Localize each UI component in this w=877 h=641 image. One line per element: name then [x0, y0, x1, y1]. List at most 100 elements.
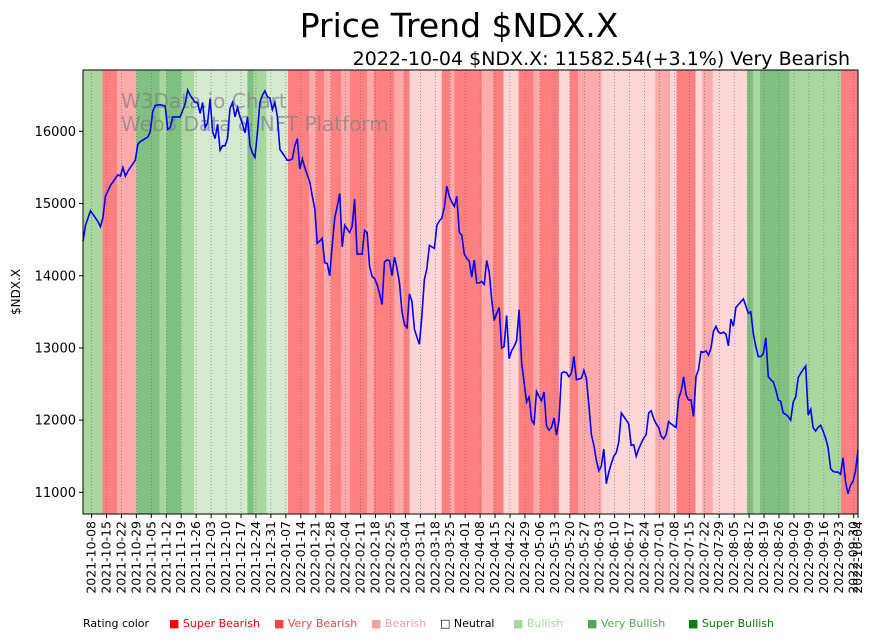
x-tick-label: 2021-12-17 — [233, 521, 248, 594]
legend-very-bullish: ■ Very Bullish — [587, 617, 666, 630]
legend-neutral-text: Neutral — [453, 617, 495, 630]
x-tick-label: 2022-05-27 — [577, 521, 592, 594]
x-tick-label: 2022-06-03 — [592, 521, 607, 594]
x-tick-label: 2022-02-18 — [367, 521, 382, 594]
x-tick-label: 2022-04-29 — [517, 521, 532, 594]
x-tick-label: 2022-10-04 — [850, 521, 865, 594]
legend-bullish-text: Bullish — [526, 617, 564, 630]
x-tick-label: 2022-09-09 — [801, 521, 816, 594]
x-tick-label: 2022-03-18 — [427, 521, 442, 594]
x-tick-label: 2022-02-25 — [382, 521, 397, 594]
rating-band-38 — [676, 70, 696, 514]
x-tick-label: 2022-09-30 — [846, 521, 861, 594]
rating-band-25 — [454, 70, 483, 514]
x-tick-label: 2021-10-08 — [84, 521, 99, 594]
y-axis-label: $NDX.X — [9, 269, 23, 315]
rating-band-7 — [194, 70, 248, 514]
legend-super-bearish-text: Super Bearish — [182, 617, 260, 630]
x-tick-label: 2021-12-03 — [203, 521, 218, 594]
legend-neutral: □ Neutral — [440, 617, 495, 630]
x-tick-label: 2022-02-04 — [338, 521, 353, 594]
y-tick-label: 13000 — [35, 341, 76, 356]
x-tick-label: 2021-12-24 — [248, 521, 263, 594]
rating-band-8 — [247, 70, 254, 514]
rating-band-5 — [166, 70, 182, 514]
plot-frame — [82, 69, 859, 515]
legend-bearish: ■ Bearish — [371, 617, 427, 630]
rating-band-21 — [403, 70, 410, 514]
x-tick-label: 2022-06-10 — [607, 521, 622, 594]
x-tick-label: 2022-05-13 — [547, 521, 562, 594]
rating-band-15 — [330, 70, 342, 514]
rating-band-23 — [441, 70, 451, 514]
rating-band-12 — [309, 70, 316, 514]
x-tick-label: 2022-08-26 — [771, 521, 786, 594]
watermark-line2: Web3 Data & NFT Platform — [121, 112, 389, 136]
rating-band-2 — [117, 70, 137, 514]
x-tick-label: 2022-06-24 — [637, 521, 652, 594]
x-tick-label: 2022-04-15 — [487, 521, 502, 594]
rating-band-24 — [450, 70, 455, 514]
x-tick-label: 2021-10-15 — [98, 521, 113, 594]
x-tick-label: 2022-07-08 — [666, 521, 681, 594]
x-tick-label: 2021-12-31 — [263, 521, 278, 594]
x-tick-label: 2022-04-01 — [457, 521, 472, 594]
x-tick-label: 2022-04-22 — [502, 521, 517, 594]
x-tick-label: 2021-11-05 — [143, 521, 158, 594]
x-tick-label: 2022-09-16 — [816, 521, 831, 594]
rating-band-29 — [518, 70, 534, 514]
rating-band-41 — [712, 70, 747, 514]
rating-band-13 — [315, 70, 325, 514]
x-tick-label: 2022-03-11 — [412, 521, 427, 594]
rating-band-18 — [366, 70, 374, 514]
rating-band-9 — [253, 70, 267, 514]
legend-bullish: ■ Bullish — [513, 617, 564, 630]
rating-band-28 — [503, 70, 519, 514]
x-tick-label: 2022-05-06 — [532, 521, 547, 594]
x-tick-label: 2022-07-29 — [711, 521, 726, 594]
rating-band-42 — [746, 70, 754, 514]
rating-band-17 — [349, 70, 367, 514]
price-series-line — [82, 87, 859, 495]
chart-subtitle: 2022-10-04 $NDX.X: 11582.54(+3.1%) Very … — [353, 48, 850, 70]
x-tick-label: 2021-11-19 — [173, 521, 188, 594]
x-tick-label: 2022-01-28 — [323, 521, 338, 594]
rating-band-6 — [181, 70, 195, 514]
legend-super-bearish: ■ Super Bearish — [169, 617, 260, 630]
x-axis-ticks: 2021-10-08 2021-10-15 2021-10-22 2021-10-29… — [84, 514, 865, 594]
x-tick-label: 2022-04-08 — [472, 521, 487, 594]
rating-band-10 — [266, 70, 288, 514]
legend-very-bearish-text: Very Bearish — [287, 617, 358, 630]
rating-band-20 — [394, 70, 404, 514]
rating-band-0 — [83, 70, 103, 514]
x-tick-label: 2022-09-02 — [786, 521, 801, 594]
x-tick-label: 2021-12-10 — [218, 521, 233, 594]
x-tick-label: 2022-03-04 — [397, 521, 412, 594]
x-tick-label: 2021-11-12 — [158, 521, 173, 594]
rating-band-32 — [559, 70, 570, 514]
x-gridlines — [91, 70, 859, 514]
rating-band-36 — [655, 70, 671, 514]
rating-band-4 — [159, 70, 167, 514]
rating-band-30 — [533, 70, 540, 514]
x-tick-label: 2021-11-26 — [188, 521, 203, 594]
rating-band-37 — [670, 70, 677, 514]
rating-band-34 — [578, 70, 602, 514]
legend-bearish-text: Bearish — [384, 617, 427, 630]
y-axis-ticks: 11000 12000 13000 14000 15000 16000 — [35, 125, 83, 501]
rating-band-39 — [695, 70, 703, 514]
rating-band-19 — [373, 70, 395, 514]
x-tick-label: 2022-01-21 — [308, 521, 323, 594]
x-tick-label: 2022-06-17 — [622, 521, 637, 594]
y-tick-label: 14000 — [35, 269, 76, 284]
x-tick-label: 2021-10-29 — [128, 521, 143, 594]
rating-band-35 — [601, 70, 656, 514]
rating-band-44 — [759, 70, 790, 514]
legend-super-bullish: ■ Super Bullish — [688, 617, 775, 630]
chart-title: Price Trend $NDX.X — [300, 6, 619, 45]
x-tick-label: 2022-08-12 — [741, 521, 756, 594]
x-tick-label: 2022-07-15 — [681, 521, 696, 594]
y-tick-label: 12000 — [35, 414, 76, 429]
legend-very-bullish-text: Very Bullish — [600, 617, 666, 630]
